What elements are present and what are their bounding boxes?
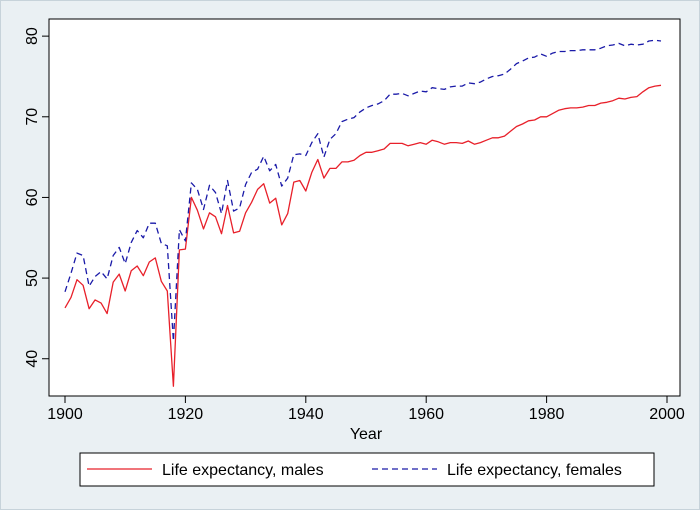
legend-label-males: Life expectancy, males [162,462,324,479]
x-tick-label-2000: 2000 [649,406,685,423]
y-tick-label-40: 40 [24,350,41,368]
series-line-males [64,84,662,387]
legend: Life expectancy, males Life expectancy, … [79,452,655,487]
legend-box [79,452,655,487]
y-tick-label-70: 70 [24,108,41,126]
y-axis: 40 50 60 70 80 [24,27,49,368]
x-tick-label-1900: 1900 [47,406,83,423]
x-tick-label-1960: 1960 [408,406,444,423]
x-tick-label-1940: 1940 [288,406,324,423]
x-tick-label-1980: 1980 [529,406,565,423]
y-tick-label-80: 80 [24,27,41,45]
series-line-females [64,39,662,342]
y-tick-label-60: 60 [24,188,41,206]
legend-label-females: Life expectancy, females [447,462,622,479]
plot-area [48,18,681,397]
x-tick-label-1920: 1920 [168,406,204,423]
x-axis: 1900 1920 1940 1960 1980 2000 [47,396,685,423]
y-tick-label-50: 50 [24,269,41,287]
series-layer [64,39,662,387]
x-axis-title: Year [350,426,383,443]
